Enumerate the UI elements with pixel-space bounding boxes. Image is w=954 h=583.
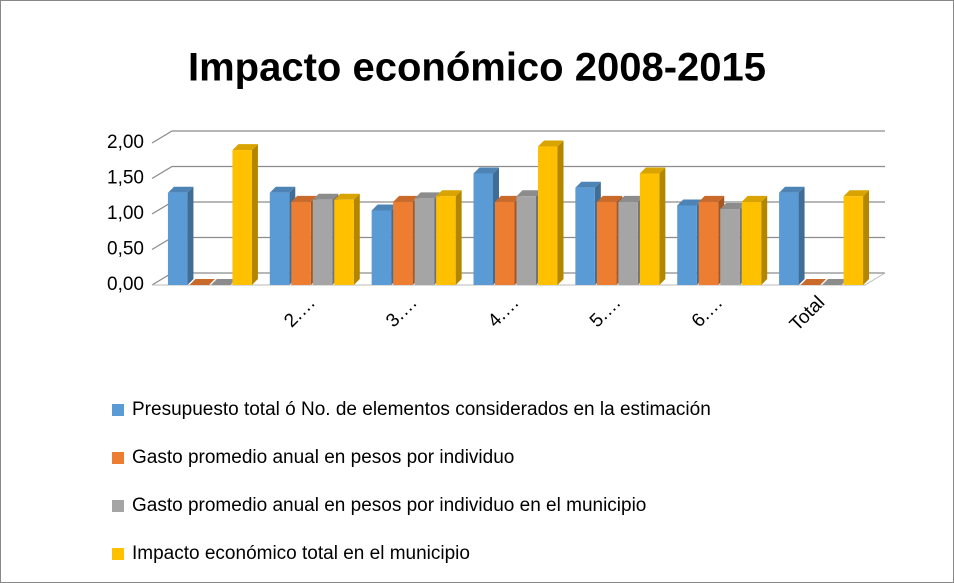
bar-side [557,140,564,285]
bar [741,201,762,285]
bar [495,201,515,285]
bar [677,205,697,285]
bar [232,150,252,285]
bar [473,173,493,285]
y-tick-label: 1,00 [107,203,144,224]
bar-top [269,186,296,193]
bar [312,199,333,285]
bar [291,201,311,285]
legend-label: Presupuesto total ó No. de elementos con… [132,399,711,420]
bar-top [822,279,848,285]
bar [436,196,456,285]
bar [414,198,435,285]
bar-top [779,186,805,193]
y-tick-label: 1,50 [107,168,144,189]
bar-side [455,190,462,285]
bar [371,210,392,285]
bar-top [291,195,317,202]
bar [698,201,719,285]
bar [393,201,413,285]
legend-label: Gasto promedio anual en pesos por indivi… [132,495,646,516]
bar [720,209,740,285]
bar [575,187,595,285]
bar-top [473,167,499,174]
bar [538,146,558,285]
bar-top [334,193,360,200]
legend-swatch [112,452,124,464]
bar-top [843,190,870,197]
bar-side [659,167,666,285]
bar [167,192,188,285]
legend-label: Impacto económico total en el municipio [132,543,470,564]
bar-top [698,195,725,202]
bar-top [436,190,462,197]
chart-title: Impacto económico 2008-2015 [188,46,766,90]
legend-swatch [112,500,124,512]
bar-top [371,204,398,211]
bar-top [677,199,703,206]
bar [334,199,354,285]
bar [618,201,638,285]
y-tick-label: 0,00 [107,274,144,295]
bar-top [575,181,601,188]
bar-top [210,279,237,285]
bar-top [167,186,194,193]
legend-swatch [112,548,124,560]
y-tick-label: 0,50 [107,239,144,260]
bar-side [187,186,194,285]
bar [639,173,660,285]
bar-side [761,195,768,285]
bar-top [516,190,542,197]
bar-top [414,192,441,199]
legend-swatch [112,404,124,416]
bar [596,201,617,285]
bar-top [232,144,258,151]
bar [779,192,799,285]
bar-top [189,279,215,285]
bar-top [312,193,339,200]
bar-top [639,167,666,174]
legend-label: Gasto promedio anual en pesos por indivi… [132,447,514,468]
bar-top [800,279,827,285]
bar [269,192,290,285]
grid-line [151,130,885,144]
bar-side [798,186,805,285]
bar-side [353,193,360,285]
bar-top [393,195,419,202]
bar [516,196,536,285]
bar-side [251,144,258,285]
bar-top [720,203,746,210]
bar-top [538,140,564,147]
bar-top [741,195,768,202]
y-tick-label: 2,00 [107,132,144,153]
bar-top [618,195,644,202]
bar-top [596,195,623,202]
grid-line [151,165,885,180]
bar-top [495,195,521,202]
bar-side [863,190,870,285]
bar [843,196,864,285]
